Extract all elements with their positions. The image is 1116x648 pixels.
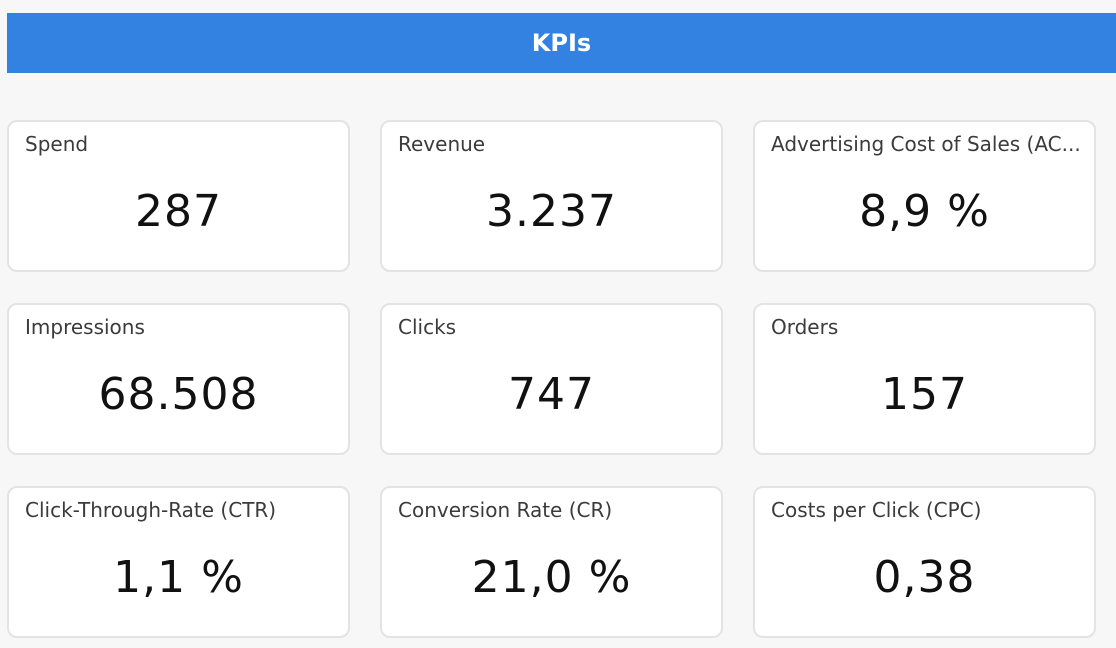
kpi-label: Clicks — [398, 315, 457, 339]
kpi-card-acos[interactable]: Advertising Cost of Sales (AC... 8,9 % — [753, 120, 1096, 272]
kpi-card-impressions[interactable]: Impressions 68.508 — [7, 303, 350, 455]
kpi-value: 8,9 % — [859, 186, 990, 237]
kpi-card-spend[interactable]: Spend 287 — [7, 120, 350, 272]
kpi-value: 287 — [135, 186, 222, 237]
kpi-label: Spend — [25, 132, 89, 156]
kpi-value: 157 — [881, 369, 968, 420]
kpi-card-revenue[interactable]: Revenue 3.237 — [380, 120, 723, 272]
kpi-label: Conversion Rate (CR) — [398, 498, 613, 522]
kpi-header-bar: KPIs — [7, 13, 1116, 73]
kpi-card-ctr[interactable]: Click-Through-Rate (CTR) 1,1 % — [7, 486, 350, 638]
kpi-label: Costs per Click (CPC) — [771, 498, 982, 522]
kpi-value: 21,0 % — [471, 552, 632, 603]
kpi-label: Revenue — [398, 132, 486, 156]
kpi-label: Orders — [771, 315, 839, 339]
kpi-value: 68.508 — [98, 369, 259, 420]
kpi-label: Impressions — [25, 315, 145, 339]
kpi-value: 0,38 — [873, 552, 976, 603]
kpi-card-clicks[interactable]: Clicks 747 — [380, 303, 723, 455]
kpi-grid: Spend 287 Revenue 3.237 Advertising Cost… — [7, 120, 1097, 638]
kpi-value: 3.237 — [486, 186, 617, 237]
kpi-label: Click-Through-Rate (CTR) — [25, 498, 277, 522]
kpi-label: Advertising Cost of Sales (AC... — [771, 132, 1081, 156]
kpi-card-cr[interactable]: Conversion Rate (CR) 21,0 % — [380, 486, 723, 638]
kpi-card-orders[interactable]: Orders 157 — [753, 303, 1096, 455]
kpi-value: 747 — [508, 369, 595, 420]
page-title: KPIs — [531, 29, 592, 57]
kpi-card-cpc[interactable]: Costs per Click (CPC) 0,38 — [753, 486, 1096, 638]
kpi-value: 1,1 % — [113, 552, 244, 603]
